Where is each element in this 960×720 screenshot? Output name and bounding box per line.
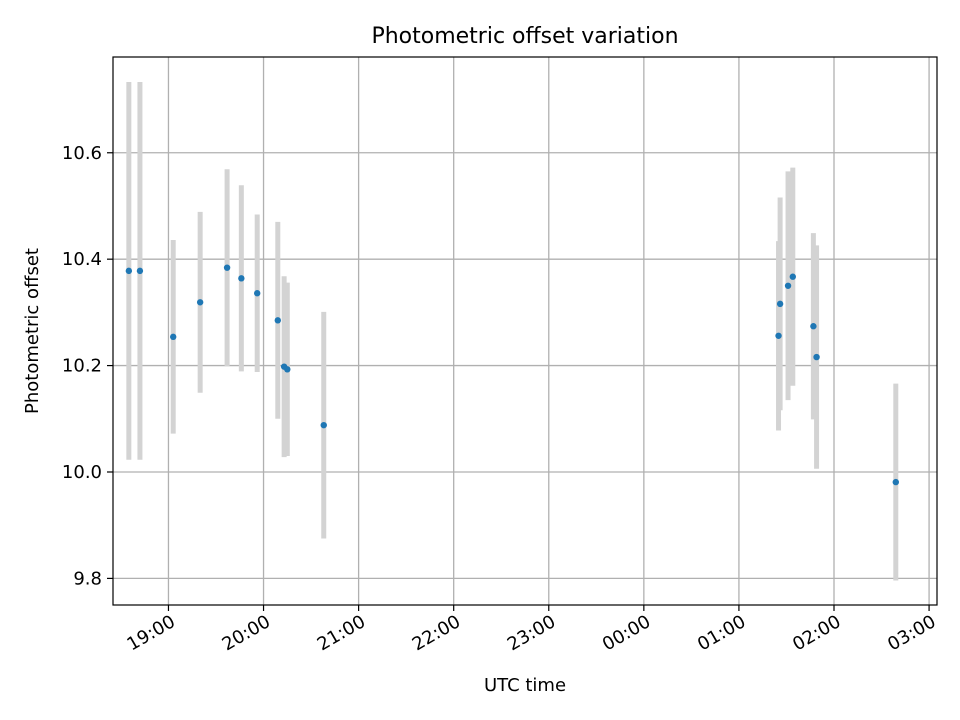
- data-point: [813, 353, 820, 361]
- data-point: [776, 300, 784, 308]
- data-point: [892, 478, 899, 486]
- y-tick-label: 10.4: [62, 249, 102, 270]
- data-points: [125, 264, 899, 486]
- grid: [113, 57, 937, 605]
- y-tick-label: 10.6: [62, 143, 102, 164]
- y-tick-label: 10.0: [62, 462, 102, 483]
- data-point: [136, 267, 144, 275]
- data-point: [789, 273, 796, 280]
- data-point: [284, 366, 291, 373]
- data-point: [223, 264, 231, 271]
- data-point: [775, 332, 782, 339]
- data-point: [196, 299, 204, 306]
- y-tick-label: 10.2: [62, 356, 102, 377]
- data-point: [170, 333, 177, 341]
- data-point: [784, 282, 792, 289]
- data-point: [810, 323, 817, 330]
- chart-title: Photometric offset variation: [371, 24, 678, 49]
- plot-frame: [112, 56, 938, 606]
- data-point: [274, 317, 281, 324]
- data-point: [320, 421, 327, 429]
- y-tick-label: 9.8: [73, 568, 102, 589]
- x-axis-label: UTC time: [484, 675, 566, 696]
- y-axis-label: Photometric offset: [22, 248, 43, 414]
- data-point: [125, 267, 133, 275]
- data-point: [254, 290, 261, 297]
- data-point: [238, 275, 245, 282]
